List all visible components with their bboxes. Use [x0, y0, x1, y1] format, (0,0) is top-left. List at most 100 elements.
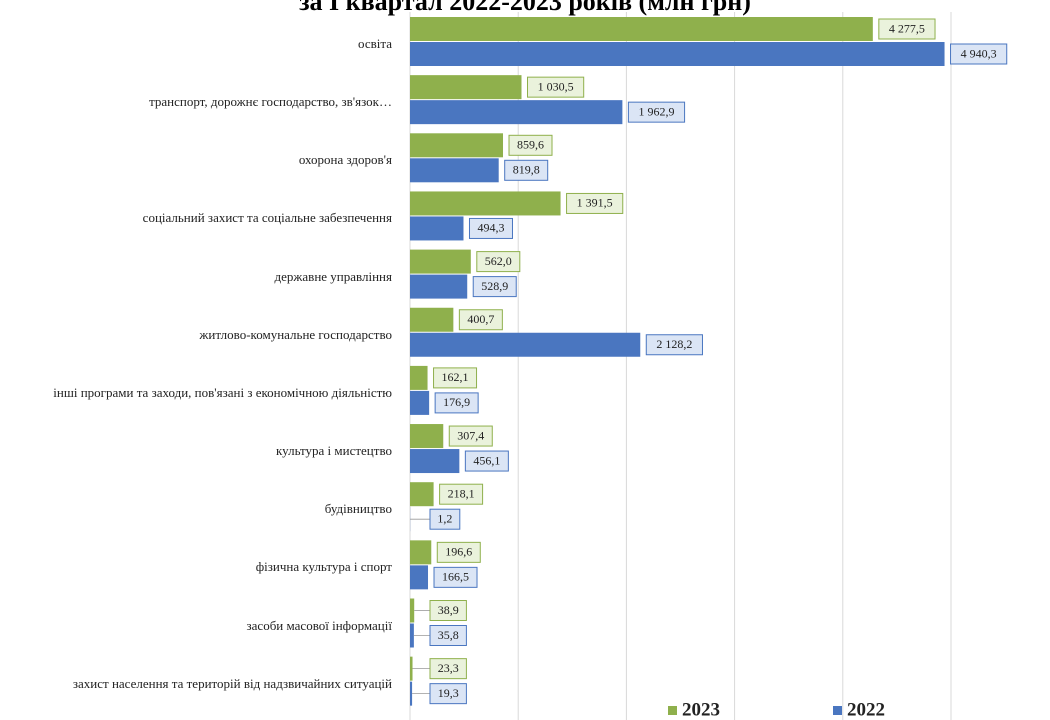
category-label: будівництво — [324, 501, 392, 517]
category-label: житлово-комунальне господарство — [199, 326, 392, 342]
value-label: 307,4 — [457, 428, 484, 442]
bar — [410, 482, 434, 507]
value-label-box — [468, 217, 513, 239]
category-label: фізична культура і спорт — [255, 559, 392, 575]
value-label-box — [878, 18, 936, 40]
legend-swatch — [833, 706, 842, 715]
bar — [410, 449, 460, 474]
value-label: 176,9 — [443, 395, 470, 409]
value-label-box — [504, 159, 549, 181]
category-label: захист населення та територій від надзви… — [72, 675, 392, 691]
category-label-box: державне управління — [0, 257, 392, 297]
value-label: 23,3 — [438, 661, 459, 675]
value-label: 4 277,5 — [889, 21, 925, 35]
value-label-box — [448, 425, 493, 447]
category-label-box: будівництво — [0, 489, 392, 529]
value-label-box — [458, 309, 503, 331]
value-label-box — [433, 566, 478, 588]
value-label: 562,0 — [485, 254, 512, 268]
value-label-box — [434, 392, 479, 414]
value-label-box — [429, 508, 461, 530]
value-label-box — [433, 367, 478, 389]
value-label-box — [645, 334, 703, 356]
legend-label: 2023 — [682, 699, 720, 720]
category-label-box: фізична культура і спорт — [0, 547, 392, 587]
value-label: 400,7 — [467, 312, 494, 326]
bar — [410, 424, 444, 449]
value-label: 162,1 — [442, 370, 469, 384]
category-label: охорона здоров'я — [298, 152, 392, 168]
category-label-box: захист населення та територій від надзви… — [0, 664, 392, 704]
legend-label: 2022 — [847, 699, 885, 720]
category-label: транспорт, дорожнє господарство, зв'язок… — [149, 94, 392, 110]
chart-title: за I квартал 2022-2023 років (млн грн) — [299, 0, 751, 16]
category-label-box: житлово-комунальне господарство — [0, 315, 392, 355]
bar — [410, 100, 623, 125]
category-label-box: культура і мистецтво — [0, 431, 392, 471]
value-label-box — [464, 450, 509, 472]
value-label-box — [566, 192, 624, 214]
value-label-box — [476, 251, 521, 273]
value-label: 2 128,2 — [656, 337, 692, 351]
bar — [410, 158, 499, 183]
value-label: 859,6 — [517, 138, 544, 152]
bar — [410, 42, 945, 66]
category-label: культура і мистецтво — [276, 443, 392, 459]
category-label-box: освіта — [0, 24, 392, 64]
value-label: 1 391,5 — [577, 196, 613, 210]
bar — [410, 681, 413, 706]
value-label: 1 962,9 — [638, 104, 674, 118]
bar — [410, 249, 471, 274]
value-label-box — [527, 76, 585, 98]
bar — [410, 216, 464, 241]
bar — [410, 565, 429, 590]
value-label: 218,1 — [448, 486, 475, 500]
category-label-box: інші програми та заходи, пов'язані з еко… — [0, 373, 392, 413]
category-label: соціальний захист та соціальне забезпече… — [142, 210, 392, 226]
bar — [410, 191, 561, 216]
bar — [410, 274, 468, 299]
bar — [410, 365, 428, 390]
category-label: освіта — [358, 36, 392, 51]
value-label-box — [950, 43, 1008, 65]
category-label-box: соціальний захист та соціальне забезпече… — [0, 198, 392, 238]
bar — [410, 307, 454, 332]
value-label: 166,5 — [442, 570, 469, 584]
category-label-box: транспорт, дорожнє господарство, зв'язок… — [0, 82, 392, 122]
bar — [410, 390, 430, 415]
value-label-box — [508, 134, 553, 156]
legend-swatch — [668, 706, 677, 715]
value-label: 494,3 — [477, 221, 504, 235]
bar — [410, 540, 432, 565]
bar — [410, 656, 413, 681]
value-label: 528,9 — [481, 279, 508, 293]
category-label: інші програми та заходи, пов'язані з еко… — [53, 384, 392, 400]
value-label: 456,1 — [473, 453, 500, 467]
value-label: 196,6 — [445, 545, 472, 559]
value-label: 38,9 — [438, 603, 459, 617]
bar — [410, 133, 504, 158]
value-label-box — [627, 101, 686, 123]
value-label-box — [429, 658, 467, 680]
value-label: 19,3 — [438, 686, 459, 700]
value-label: 1 030,5 — [538, 79, 574, 93]
category-label: засоби масової інформації — [246, 617, 392, 633]
category-label-box: охорона здоров'я — [0, 140, 392, 180]
value-label: 4 940,3 — [961, 46, 997, 60]
value-label: 819,8 — [513, 163, 540, 177]
bar — [410, 623, 414, 648]
bar — [410, 75, 522, 100]
value-label-box — [472, 276, 517, 298]
bar — [410, 598, 415, 623]
bar — [410, 17, 873, 41]
value-label-box — [436, 541, 481, 563]
value-label: 35,8 — [438, 628, 459, 642]
value-label: 1,2 — [437, 511, 452, 525]
value-label-box — [429, 600, 467, 621]
value-label-box — [429, 625, 467, 646]
value-label-box — [429, 683, 467, 705]
category-label: державне управління — [274, 268, 392, 284]
category-label-box: засоби масової інформації — [0, 606, 392, 646]
